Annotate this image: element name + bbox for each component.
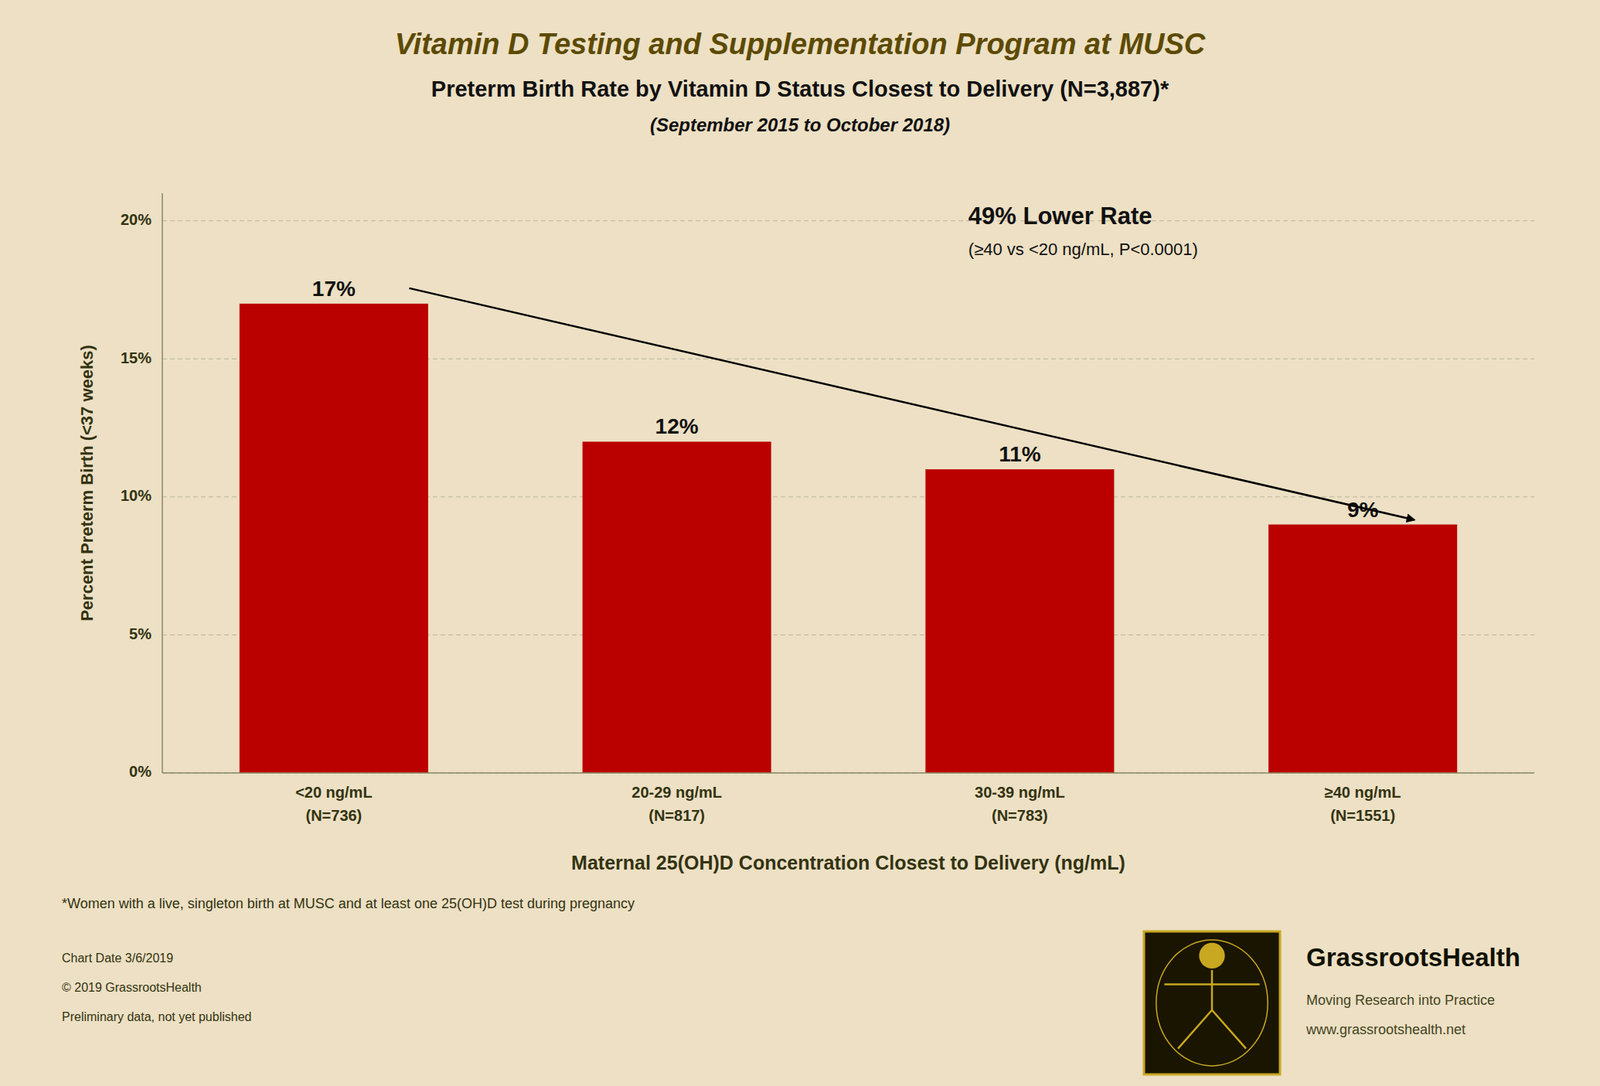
x-tick-label-line: ≥40 ng/mL (1324, 783, 1402, 801)
x-tick-label-line: (N=1551) (1330, 806, 1396, 824)
data-label: 17% (312, 276, 356, 301)
brand-text: Moving Research into Practice (1306, 992, 1495, 1008)
x-tick-label: 20-29 ng/mL (N=817) (631, 783, 722, 824)
bar (1268, 524, 1458, 773)
y-tick-label: 10% (120, 486, 152, 504)
footnote: *Women with a live, singleton birth at M… (61, 895, 635, 912)
x-tick-label-line: 30-39 ng/mL (974, 783, 1066, 801)
logo (1143, 931, 1280, 1075)
logo-ring (1156, 939, 1268, 1066)
logo-head (1198, 942, 1225, 969)
x-tick-label: 30-39 ng/mL (N=783) (974, 783, 1066, 824)
brand-text: www.grassrootshealth.net (1305, 1021, 1466, 1038)
annotation: 49% Lower Rate (968, 202, 1153, 230)
footnote: Chart Date 3/6/2019 (61, 951, 174, 965)
y-axis-line (161, 193, 164, 773)
footnote: Preliminary data, not yet published (61, 1010, 252, 1024)
y-axis-label: Percent Preterm Birth (<37 weeks) (77, 344, 97, 622)
logo-box (1143, 931, 1280, 1075)
bars (239, 303, 1458, 773)
grid (162, 221, 1535, 773)
y-tick-label: 0% (129, 762, 152, 780)
bar (239, 303, 429, 773)
x-tick-label-line: <20 ng/mL (295, 783, 372, 801)
x-tick-label-line: (N=736) (305, 806, 362, 824)
annotation-arrow (409, 288, 1415, 521)
logo-figure (1164, 970, 1260, 1049)
subtitle: (September 2015 to October 2018) (650, 114, 950, 136)
brand-text: GrassrootsHealth (1306, 942, 1521, 972)
x-tick-label-line: 20-29 ng/mL (631, 783, 722, 801)
footnote: © 2019 GrassrootsHealth (61, 980, 202, 995)
x-axis-label: Maternal 25(OH)D Concentration Closest t… (571, 851, 1126, 874)
data-label: 9% (1347, 497, 1379, 522)
data-label: 12% (655, 414, 699, 439)
chart: Vitamin D Testing and Supplementation Pr… (0, 0, 1600, 1086)
y-tick-label: 20% (120, 211, 152, 229)
y-tick-label: 5% (129, 625, 152, 643)
annotation: (≥40 vs <20 ng/mL, P<0.0001) (968, 239, 1199, 259)
bar (925, 469, 1114, 773)
x-tick-label: ≥40 ng/mL (N=1551) (1324, 783, 1402, 824)
grid-line (162, 772, 1535, 774)
x-tick-label-line: (N=783) (991, 806, 1049, 824)
x-axis-line (162, 772, 1535, 774)
x-tick-label-line: (N=817) (648, 806, 705, 824)
x-tick-label: <20 ng/mL (N=736) (295, 783, 372, 824)
page: {"chart_data": {"type": "bar", "title": … (0, 0, 1600, 1086)
y-tick-label: 15% (120, 349, 152, 367)
bar (582, 441, 772, 773)
background (0, 0, 1600, 1086)
title: Vitamin D Testing and Supplementation Pr… (394, 27, 1206, 61)
grid-line (162, 220, 1535, 222)
subtitle: Preterm Birth Rate by Vitamin D Status C… (431, 76, 1170, 102)
data-label: 11% (998, 442, 1042, 467)
